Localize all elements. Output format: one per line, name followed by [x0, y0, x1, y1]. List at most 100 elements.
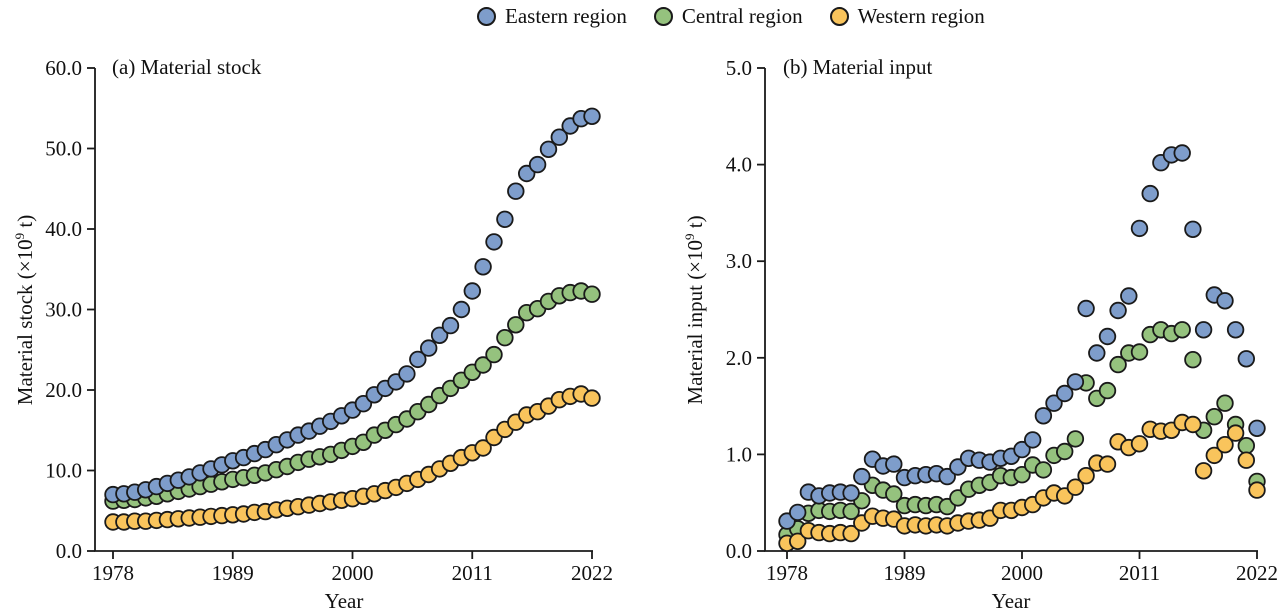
data-point: [1109, 301, 1127, 320]
data-point: [528, 155, 547, 174]
data-point: [1205, 408, 1224, 426]
data-point: [1066, 430, 1085, 448]
data-point: [1216, 394, 1234, 412]
y-tick-label: 0.0: [726, 539, 752, 563]
data-point: [485, 233, 503, 251]
data-point: [496, 329, 514, 347]
data-point: [539, 140, 558, 159]
data-point: [550, 128, 569, 146]
chart-a-series-western: [104, 385, 601, 531]
y-tick-label: 10.0: [45, 459, 82, 483]
chart-b-y-axis: 0.0 1.0 2.0 3.0 4.0 5.0: [726, 56, 765, 563]
legend-label-eastern: Eastern region: [505, 3, 627, 28]
y-tick-label: 30.0: [45, 298, 82, 322]
legend-item-central: Central region: [653, 5, 803, 27]
data-point: [583, 285, 601, 303]
data-point: [452, 300, 471, 319]
chart-b-x-axis-label: Year: [991, 589, 1031, 613]
chart-a-title: (a) Material stock: [112, 55, 262, 79]
data-point: [1248, 419, 1266, 438]
data-point: [1226, 424, 1245, 442]
data-point: [1066, 373, 1085, 391]
chart-b-series-central: [778, 321, 1266, 544]
data-point: [1184, 220, 1202, 239]
data-point: [474, 439, 492, 457]
chart-b-title: (b) Material input: [783, 55, 933, 79]
data-point: [463, 282, 482, 300]
data-point: [1226, 321, 1245, 339]
data-point: [1098, 381, 1117, 400]
data-point: [1130, 343, 1149, 361]
data-point: [1077, 467, 1095, 485]
data-point: [1077, 299, 1095, 318]
data-point: [1023, 431, 1042, 449]
data-point: [842, 524, 860, 543]
data-point: [1088, 344, 1106, 362]
data-point: [1098, 327, 1117, 346]
y-tick-label: 1.0: [726, 442, 752, 466]
data-point: [496, 210, 514, 229]
y-tick-label: 40.0: [45, 217, 82, 241]
data-point: [398, 365, 416, 383]
y-tick-label: 2.0: [726, 346, 752, 370]
legend-item-eastern: Eastern region: [477, 3, 627, 28]
data-point: [789, 503, 807, 522]
y-tick-label: 0.0: [56, 539, 82, 563]
chart-b-series-western: [778, 413, 1266, 553]
data-point: [842, 502, 860, 521]
data-point: [885, 455, 903, 473]
data-point: [938, 467, 956, 486]
data-point: [1130, 435, 1149, 453]
data-point: [1130, 219, 1149, 238]
data-point: [885, 485, 903, 503]
x-tick-label: 1978: [92, 561, 134, 585]
data-point: [1109, 355, 1127, 374]
x-tick-label: 1989: [884, 561, 926, 585]
legend-marker-western-icon: [829, 6, 849, 26]
data-point: [1237, 350, 1256, 368]
data-point: [420, 339, 438, 357]
data-point: [1205, 446, 1224, 465]
data-point: [1034, 407, 1053, 425]
chart-a-series-eastern: [104, 107, 601, 504]
data-point: [583, 107, 601, 126]
legend: Eastern region Central region Western re…: [477, 3, 985, 29]
data-point: [1045, 394, 1063, 412]
data-point: [1248, 481, 1266, 499]
data-point: [842, 484, 860, 502]
data-point: [1184, 351, 1202, 369]
y-tick-label: 5.0: [726, 56, 752, 80]
chart-a-y-axis-label: Material stock (×109 t): [12, 214, 37, 406]
data-point: [1120, 287, 1138, 305]
data-point: [507, 316, 525, 334]
y-tick-label: 20.0: [45, 378, 82, 402]
data-point: [1013, 440, 1031, 459]
y-tick-label: 50.0: [45, 137, 82, 161]
x-tick-label: 2000: [1001, 561, 1043, 585]
data-point: [409, 350, 427, 369]
legend-marker-eastern-icon: [477, 6, 496, 26]
data-point: [474, 356, 492, 374]
x-tick-label: 2022: [1236, 561, 1278, 585]
chart-a-x-axis-label: Year: [324, 589, 364, 613]
legend-item-western: Western region: [829, 5, 985, 27]
data-point: [1055, 442, 1074, 461]
data-point: [1066, 478, 1085, 496]
x-tick-label: 2011: [452, 561, 493, 585]
chart-a-plot: 0.0 10.0 20.0 30.0 40.0 50.0 60.0 1978 1989 2000 2…: [45, 56, 613, 585]
x-tick-label: 2022: [571, 561, 613, 585]
data-point: [1216, 436, 1234, 454]
x-tick-label: 2011: [1119, 561, 1160, 585]
chart-b-y-axis-label: Material input (×109 t): [682, 215, 707, 405]
data-point: [474, 258, 492, 276]
data-point: [1237, 451, 1256, 469]
chart-a-y-axis: 0.0 10.0 20.0 30.0 40.0 50.0 60.0: [45, 56, 95, 563]
chart-b-x-axis: 1978 1989 2000 2011 2022: [766, 551, 1278, 585]
legend-marker-central-icon: [653, 6, 673, 26]
data-point: [1013, 466, 1031, 484]
chart-a-x-axis: 1978 1989 2000 2011 2022: [92, 551, 613, 585]
data-point: [1173, 321, 1191, 339]
data-point: [1194, 462, 1213, 480]
data-point: [430, 326, 449, 345]
